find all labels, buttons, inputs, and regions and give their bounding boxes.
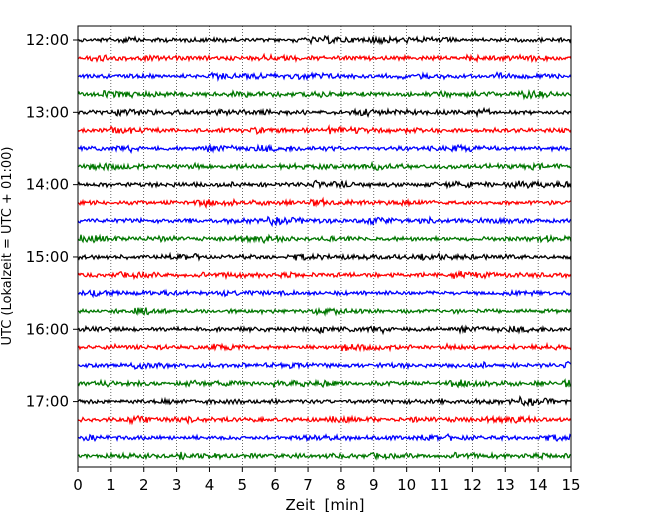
trace-row-6	[77, 143, 572, 155]
y-tick-label-1500: 15:00	[26, 248, 69, 266]
x-tick-label-10: 10	[397, 476, 416, 494]
trace-row-22	[77, 432, 572, 443]
trace-row-5	[77, 123, 572, 136]
trace-row-19	[77, 378, 572, 389]
trace-row-23	[77, 451, 572, 461]
x-tick-label-14: 14	[529, 476, 548, 494]
trace-row-9	[77, 196, 572, 209]
x-tick-label-5: 5	[238, 476, 248, 494]
trace-row-0	[77, 34, 572, 46]
trace-row-14	[77, 288, 572, 299]
y-tick-label-1600: 16:00	[26, 320, 69, 338]
x-tick-label-8: 8	[336, 476, 346, 494]
trace-row-21	[77, 414, 572, 426]
x-tick-label-12: 12	[463, 476, 482, 494]
trace-row-17	[77, 341, 572, 353]
trace-row-13	[77, 269, 572, 281]
x-tick-label-4: 4	[205, 476, 215, 494]
seismic-traces	[77, 34, 572, 461]
trace-row-18	[77, 360, 572, 371]
trace-row-2	[77, 71, 572, 83]
x-tick-label-7: 7	[303, 476, 313, 494]
x-tick-label-11: 11	[430, 476, 449, 494]
trace-row-7	[77, 160, 572, 172]
y-tick-label-1200: 12:00	[26, 31, 69, 49]
trace-row-3	[77, 88, 572, 101]
y-tick-label-1700: 17:00	[26, 393, 69, 411]
x-tick-label-0: 0	[73, 476, 83, 494]
plot-frame	[77, 25, 572, 468]
x-axis-ticks: 0 1 2 3 4 5 6 7 8 9 10 11 12 13 14 15	[73, 467, 581, 494]
y-axis-label: UTC (Lokalzeit = UTC + 01:00)	[0, 147, 15, 346]
trace-row-4	[77, 106, 572, 119]
x-tick-label-9: 9	[369, 476, 379, 494]
trace-row-1	[77, 52, 572, 64]
trace-row-15	[77, 306, 572, 317]
x-tick-label-13: 13	[496, 476, 515, 494]
x-tick-label-6: 6	[270, 476, 280, 494]
x-axis-label: Zeit [min]	[285, 496, 364, 514]
trace-row-10	[77, 215, 572, 228]
trace-row-8	[77, 179, 572, 190]
y-tick-label-1300: 13:00	[26, 103, 69, 121]
y-axis-ticks: 12:00 13:00 14:00 15:00 16:00 17:00	[26, 31, 78, 411]
trace-row-20	[77, 394, 572, 408]
x-tick-label-2: 2	[139, 476, 149, 494]
trace-row-16	[77, 324, 572, 336]
trace-row-11	[77, 233, 572, 245]
trace-row-12	[77, 251, 572, 262]
x-tick-label-15: 15	[561, 476, 580, 494]
x-tick-label-1: 1	[106, 476, 116, 494]
y-tick-label-1400: 14:00	[26, 176, 69, 194]
x-tick-label-3: 3	[172, 476, 182, 494]
